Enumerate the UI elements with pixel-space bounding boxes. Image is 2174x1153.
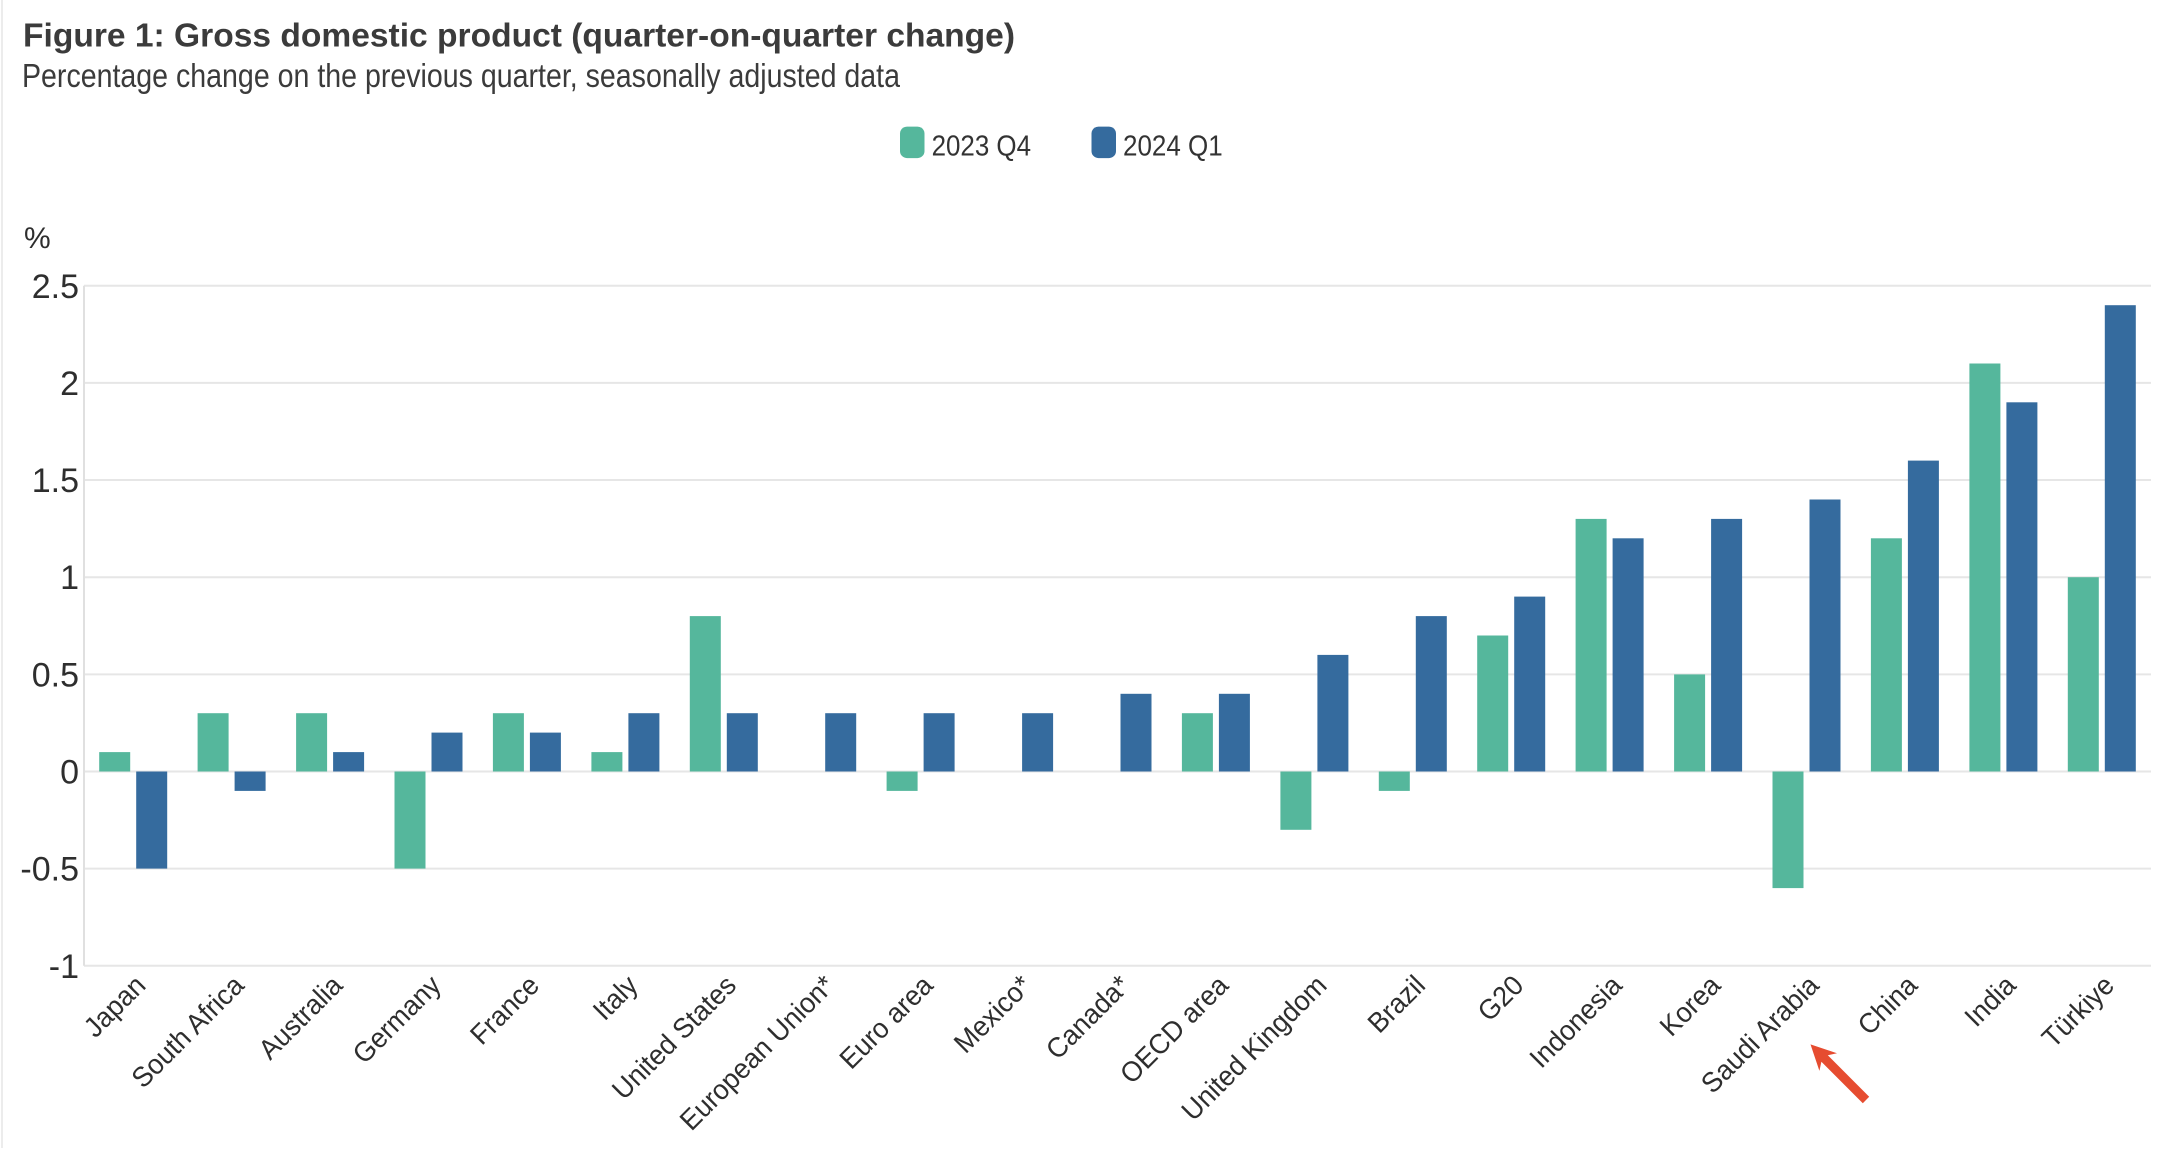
svg-text:2024 Q1: 2024 Q1 xyxy=(1123,131,1223,163)
svg-text:1: 1 xyxy=(60,559,79,597)
svg-text:2: 2 xyxy=(60,365,79,403)
svg-text:-0.5: -0.5 xyxy=(20,851,79,889)
svg-text:0: 0 xyxy=(60,754,79,792)
svg-text:-1: -1 xyxy=(49,948,79,986)
svg-text:%: % xyxy=(24,222,51,255)
svg-text:Percentage change on the previ: Percentage change on the previous quarte… xyxy=(22,57,901,94)
svg-text:Figure 1: Gross domestic produ: Figure 1: Gross domestic product (quarte… xyxy=(23,17,1015,54)
svg-text:2023 Q4: 2023 Q4 xyxy=(932,131,1031,163)
svg-text:0.5: 0.5 xyxy=(32,656,79,694)
svg-text:1.5: 1.5 xyxy=(32,462,79,500)
svg-text:2.5: 2.5 xyxy=(32,268,79,306)
